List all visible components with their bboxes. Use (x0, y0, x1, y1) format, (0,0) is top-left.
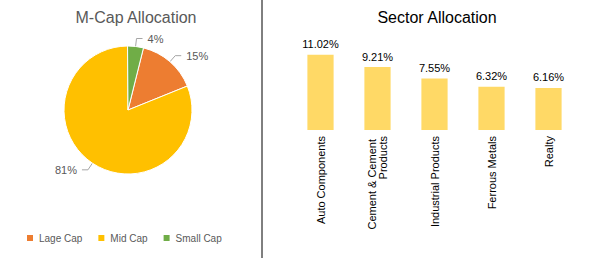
svg-text:Small Cap: Small Cap (176, 233, 223, 244)
svg-text:6.16%: 6.16% (533, 71, 564, 83)
svg-text:15%: 15% (186, 50, 208, 62)
svg-text:4%: 4% (148, 33, 164, 45)
svg-text:11.02%: 11.02% (302, 38, 339, 50)
svg-text:Industrial Products: Industrial Products (429, 136, 441, 228)
svg-text:Ferrous Metals: Ferrous Metals (486, 136, 498, 210)
svg-text:81%: 81% (55, 164, 77, 176)
svg-text:Sector Allocation: Sector Allocation (377, 9, 496, 26)
svg-text:9.21%: 9.21% (362, 51, 393, 63)
svg-text:6.32%: 6.32% (476, 70, 507, 82)
svg-text:Mid Cap: Mid Cap (110, 233, 148, 244)
svg-text:Cement & Cement: Cement & Cement (366, 136, 378, 230)
svg-text:7.55%: 7.55% (419, 62, 450, 74)
svg-text:Products: Products (377, 136, 389, 180)
svg-text:Lage Cap: Lage Cap (39, 233, 83, 244)
svg-text:Realty: Realty (543, 136, 555, 168)
svg-text:Auto Components: Auto Components (315, 136, 327, 225)
svg-text:M-Cap Allocation: M-Cap Allocation (76, 9, 197, 26)
